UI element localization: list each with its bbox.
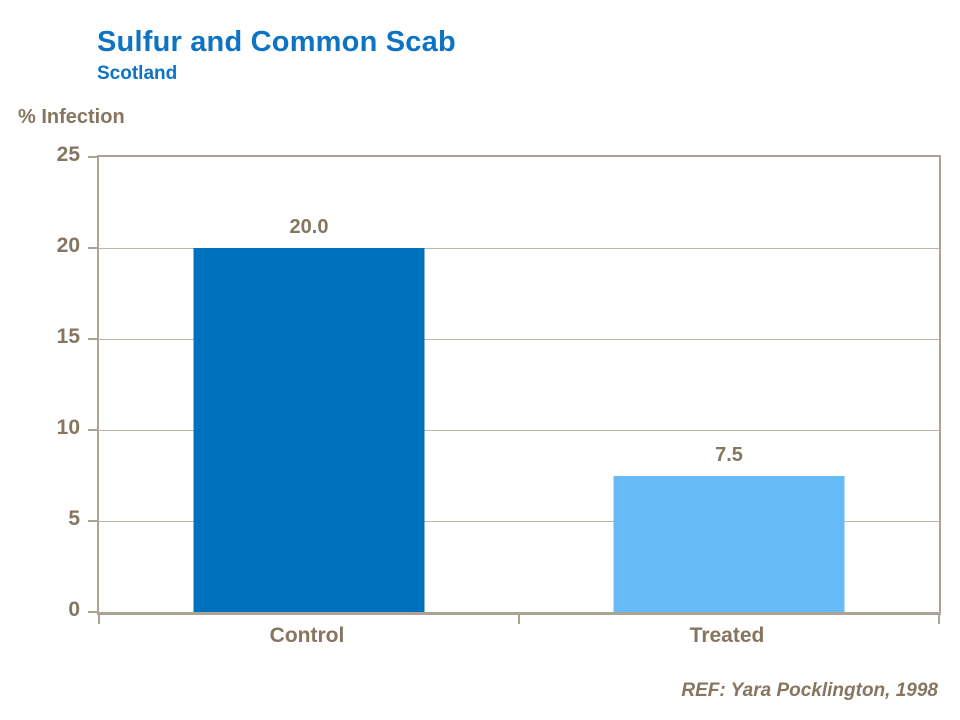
bar-value-label-treated: 7.5 — [715, 443, 743, 466]
x-axis-tick-mark-2 — [938, 615, 940, 624]
plot-area: 20.0 7.5 — [88, 155, 941, 624]
y-axis-tick-mark-10 — [88, 429, 97, 431]
reference-text: REF: Yara Pocklington, 1998 — [681, 680, 938, 701]
y-axis-tick-labels: 0 5 10 15 20 25 — [0, 143, 80, 621]
gridline-y-20 — [99, 248, 939, 249]
y-axis-tick-mark-15 — [88, 338, 97, 340]
bar-group-control: 20.0 — [193, 216, 425, 612]
x-axis-category-labels: Control Treated — [97, 624, 937, 654]
x-axis-category-label-control: Control — [269, 624, 345, 647]
y-axis-tick-mark-20 — [88, 247, 97, 249]
y-axis-tick-label-15: 15 — [56, 325, 80, 348]
x-axis-tick-mark-0 — [98, 615, 100, 624]
y-axis-tick-label-5: 5 — [68, 507, 80, 530]
y-axis-tick-mark-25 — [88, 156, 97, 158]
y-axis-tick-label-0: 0 — [68, 598, 80, 621]
chart-subtitle: Scotland — [97, 63, 178, 84]
x-axis-tick-mark-1 — [518, 615, 520, 624]
gridline-y-15 — [99, 339, 939, 340]
bar-treated — [613, 475, 845, 612]
y-axis-label: % Infection — [18, 106, 125, 128]
y-axis-tick-label-10: 10 — [56, 416, 80, 439]
y-axis-tick-label-20: 20 — [56, 234, 80, 257]
bar-control — [193, 248, 425, 612]
gridline-y-5 — [99, 521, 939, 522]
bar-group-treated: 7.5 — [613, 444, 845, 612]
bar-value-label-control: 20.0 — [289, 216, 329, 238]
gridline-y-10 — [99, 430, 939, 431]
y-axis-tick-mark-5 — [88, 520, 97, 522]
chart-title: Sulfur and Common Scab — [97, 26, 456, 58]
y-axis-tick-label-25: 25 — [56, 143, 80, 166]
y-axis-tick-mark-0 — [88, 611, 97, 613]
x-axis-category-label-treated: Treated — [689, 624, 765, 647]
